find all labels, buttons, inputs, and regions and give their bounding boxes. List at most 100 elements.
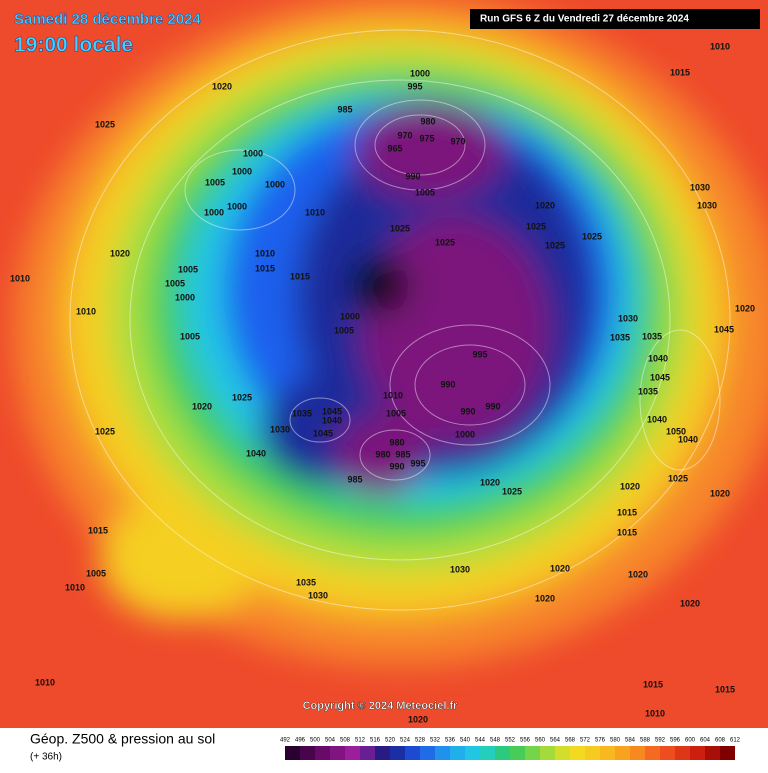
pressure-label: 1025	[526, 221, 546, 231]
geopotential-field	[0, 0, 768, 728]
scale-swatch	[450, 746, 465, 760]
pressure-label: 980	[375, 449, 390, 459]
scale-label: 508	[340, 738, 351, 744]
scale-swatch	[330, 746, 345, 760]
scale-swatch	[435, 746, 450, 760]
lead-time: (+ 36h)	[30, 752, 62, 763]
scale-label: 544	[475, 738, 486, 744]
pressure-label: 1050	[666, 426, 686, 436]
scale-swatch	[465, 746, 480, 760]
scale-swatch	[420, 746, 435, 760]
scale-swatch	[600, 746, 615, 760]
scale-label: 540	[460, 738, 471, 744]
scale-label: 500	[310, 738, 321, 744]
pressure-label: 1015	[715, 684, 735, 694]
scale-label: 532	[430, 738, 441, 744]
pressure-label: 1030	[697, 200, 717, 210]
scale-label: 584	[625, 738, 636, 744]
scale-swatch	[555, 746, 570, 760]
pressure-label: 1025	[668, 473, 688, 483]
pressure-label: 1030	[450, 564, 470, 574]
pressure-label: 1035	[292, 408, 312, 418]
pressure-label: 990	[485, 401, 500, 411]
pressure-label: 990	[389, 461, 404, 471]
pressure-label: 1000	[232, 166, 252, 176]
pressure-label: 1020	[620, 481, 640, 491]
scale-swatch	[360, 746, 375, 760]
pressure-label: 980	[420, 116, 435, 126]
scale-label: 524	[400, 738, 411, 744]
pressure-label: 1020	[735, 303, 755, 313]
scale-swatch	[615, 746, 630, 760]
copyright: Copyright © 2024 Meteociel.fr	[303, 700, 459, 712]
scale-swatch	[285, 746, 300, 760]
scale-swatch	[630, 746, 645, 760]
scale-label: 516	[370, 738, 381, 744]
pressure-label: 1015	[670, 67, 690, 77]
pressure-label: 1045	[650, 372, 670, 382]
scale-label: 572	[580, 738, 591, 744]
pressure-label: 1020	[110, 248, 130, 258]
pressure-label: 1010	[383, 390, 403, 400]
scale-swatch	[495, 746, 510, 760]
scale-label: 548	[490, 738, 501, 744]
pressure-label: 1025	[390, 223, 410, 233]
pressure-label: 1020	[710, 488, 730, 498]
pressure-label: 1040	[647, 414, 667, 424]
pressure-label: 970	[397, 130, 412, 140]
run-box	[470, 9, 760, 29]
scale-swatch	[525, 746, 540, 760]
pressure-label: 1025	[502, 486, 522, 496]
scale-label: 576	[595, 738, 606, 744]
scale-label: 528	[415, 738, 426, 744]
pressure-label: 990	[440, 379, 455, 389]
pressure-label: 1020	[550, 563, 570, 573]
scale-swatch	[720, 746, 735, 760]
scale-swatch	[405, 746, 420, 760]
pressure-label: 980	[389, 437, 404, 447]
scale-label: 512	[355, 738, 366, 744]
pressure-label: 1025	[95, 119, 115, 129]
pressure-label: 995	[410, 458, 425, 468]
pressure-label: 985	[337, 104, 352, 114]
pressure-label: 965	[387, 143, 402, 153]
pressure-label: 1015	[290, 271, 310, 281]
scale-label: 608	[715, 738, 726, 744]
pressure-label: 1000	[265, 179, 285, 189]
pressure-label: 1035	[638, 386, 658, 396]
time-title: 19:00 locale	[14, 34, 133, 57]
pressure-label: 985	[347, 474, 362, 484]
pressure-label: 1025	[435, 237, 455, 247]
pressure-label: 1030	[690, 182, 710, 192]
pressure-label: 1035	[642, 331, 662, 341]
pressure-label: 1015	[88, 525, 108, 535]
scale-swatch	[510, 746, 525, 760]
pressure-label: 1010	[645, 708, 665, 718]
color-scale: 492 496 500 504 508 512 516 520 524 528 532 536 540 5…	[280, 738, 741, 760]
pressure-label: 1005	[334, 325, 354, 335]
pressure-label: 1040	[648, 353, 668, 363]
scale-label: 564	[550, 738, 561, 744]
pressure-labels: 1010 1015 1020 1000 995 1025 985 980 970 975 970 96…	[10, 41, 755, 724]
scale-swatch	[300, 746, 315, 760]
pressure-label: 975	[419, 133, 434, 143]
pressure-label: 1020	[212, 81, 232, 91]
pressure-label: 1010	[10, 273, 30, 283]
pressure-label: 1010	[65, 582, 85, 592]
scale-label: 612	[730, 738, 741, 744]
pressure-label: 1015	[617, 507, 637, 517]
pressure-label: 1010	[710, 41, 730, 51]
pressure-label: 1005	[415, 187, 435, 197]
pressure-label: 1015	[617, 527, 637, 537]
pressure-label: 1005	[178, 264, 198, 274]
pressure-label: 1000	[175, 292, 195, 302]
pressure-label: 1005	[86, 568, 106, 578]
pressure-label: 995	[472, 349, 487, 359]
pressure-label: 1005	[165, 278, 185, 288]
pressure-label: 970	[450, 136, 465, 146]
scale-swatch	[690, 746, 705, 760]
scale-swatch	[570, 746, 585, 760]
scale-label: 536	[445, 738, 456, 744]
